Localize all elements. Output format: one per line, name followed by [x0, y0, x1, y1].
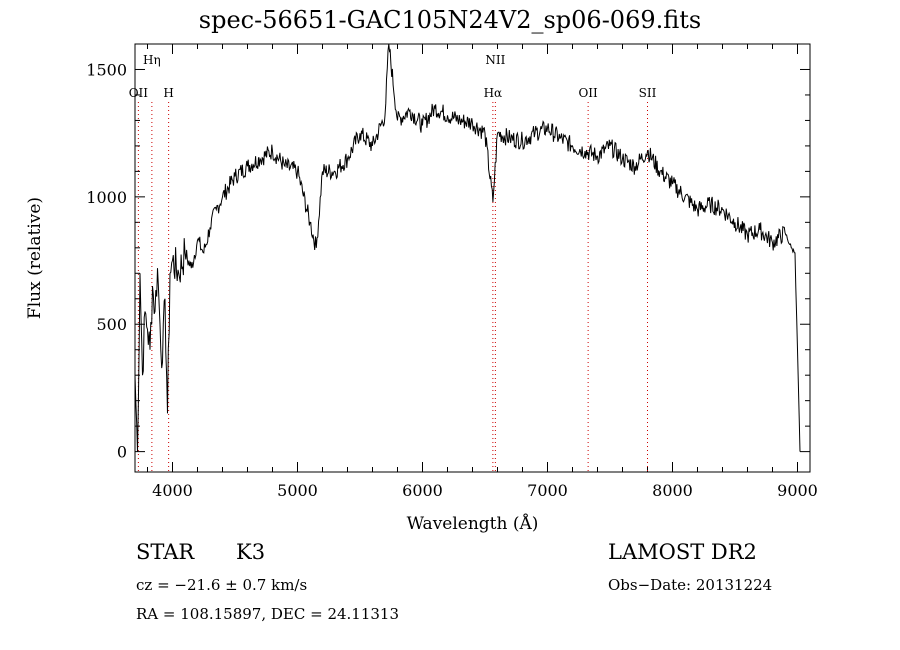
data-release: LAMOST DR2 — [608, 540, 757, 564]
spectral-line-label: Hη — [143, 53, 161, 67]
plot-frame — [134, 43, 811, 473]
coordinates: RA = 108.15897, DEC = 24.11313 — [136, 605, 400, 623]
spectral-line-label: OII — [578, 86, 598, 100]
x-tick-label: 4000 — [152, 481, 193, 500]
object-subclass: K3 — [236, 540, 266, 564]
chart-title: spec-56651-GAC105N24V2_sp06-069.fits — [198, 6, 702, 34]
x-axis-label: Wavelength (Å) — [407, 513, 539, 534]
y-tick-label: 1500 — [86, 60, 127, 79]
x-tick-label: 7000 — [527, 481, 568, 500]
spectral-line-label: OII — [129, 86, 149, 100]
object-class: STAR — [136, 540, 195, 564]
observation-date: Obs−Date: 20131224 — [608, 576, 773, 594]
y-tick-label: 0 — [117, 443, 127, 462]
y-tick-label: 500 — [96, 315, 127, 334]
y-axis-label: Flux (relative) — [25, 197, 45, 319]
x-tick-label: 5000 — [277, 481, 318, 500]
spectral-line-label: Hα — [484, 86, 503, 100]
y-tick-label: 1000 — [86, 188, 127, 207]
x-tick-label: 9000 — [777, 481, 818, 500]
x-tick-label: 8000 — [652, 481, 693, 500]
x-tick-label: 6000 — [402, 481, 443, 500]
spectral-line-label: SII — [639, 86, 657, 100]
spectrum-line — [135, 44, 801, 452]
spectral-line-label: NII — [485, 53, 505, 67]
spectral-line-label: H — [163, 86, 173, 100]
redshift-info: cz = −21.6 ± 0.7 km/s — [136, 576, 308, 594]
